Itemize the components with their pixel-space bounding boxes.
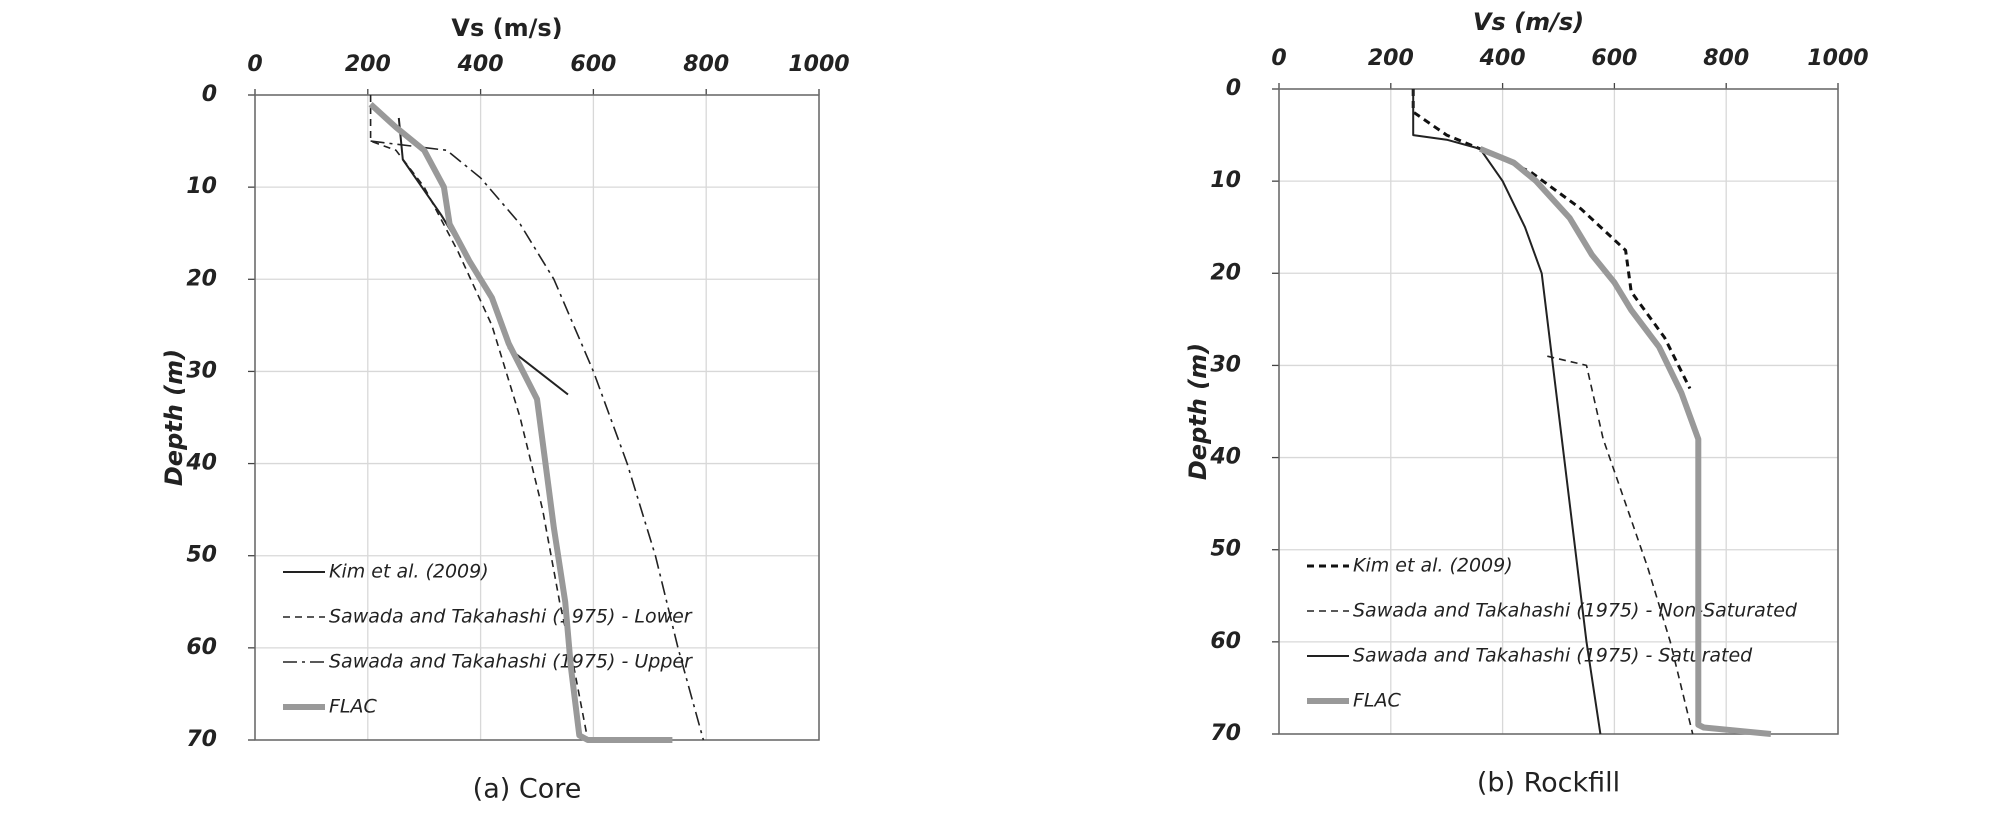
- x-tick-label: 600: [1591, 46, 1637, 71]
- y-tick-label: 20: [1210, 260, 1241, 285]
- legend-label: Sawada and Takahashi (1975) - Saturated: [1353, 645, 1753, 667]
- x-axis-title: Vs (m/s): [451, 14, 562, 42]
- x-tick-label: 1000: [788, 52, 849, 77]
- y-tick-label: 40: [185, 451, 217, 476]
- series-line: [368, 101, 673, 743]
- x-tick-label: 200: [345, 52, 391, 77]
- x-tick-label: 200: [1368, 46, 1414, 71]
- legend-label: FLAC: [329, 696, 378, 718]
- legend-label: Sawada and Takahashi (1975) - Lower: [329, 606, 693, 628]
- legend-label: Kim et al. (2009): [1353, 555, 1513, 577]
- x-tick-label: 0: [247, 52, 262, 77]
- series-line: [370, 140, 705, 741]
- x-tick-label: 0: [1271, 46, 1286, 71]
- y-tick-label: 60: [186, 635, 217, 660]
- y-tick-label: 50: [1210, 537, 1241, 562]
- y-tick-label: 50: [186, 543, 217, 568]
- series-line: [1479, 146, 1772, 737]
- y-tick-label: 40: [1209, 445, 1241, 470]
- legend-label: Kim et al. (2009): [329, 561, 489, 583]
- plot-frame: [1278, 88, 1839, 735]
- series-line: [1411, 89, 1692, 390]
- y-tick-label: 30: [186, 358, 217, 383]
- x-axis-title: Vs (m/s): [1473, 8, 1584, 36]
- series-line: [1547, 355, 1694, 735]
- legend-label: Sawada and Takahashi (1975) - Upper: [329, 651, 693, 673]
- legend-label: FLAC: [1353, 690, 1402, 712]
- y-axis-title: Depth (m): [1184, 343, 1212, 480]
- y-tick-label: 70: [186, 727, 217, 752]
- y-tick-label: 60: [1210, 629, 1241, 654]
- x-tick-label: 400: [1479, 46, 1526, 71]
- series-line: [397, 117, 569, 396]
- y-axis-title: Depth (m): [160, 349, 188, 486]
- y-tick-label: 0: [1226, 76, 1241, 101]
- x-tick-label: 800: [1703, 46, 1749, 71]
- x-tick-label: 1000: [1807, 46, 1868, 71]
- x-tick-label: 400: [457, 52, 504, 77]
- y-tick-label: 70: [1210, 721, 1241, 746]
- caption: (a) Core: [473, 774, 582, 805]
- plot-frame: [254, 94, 820, 741]
- series-line: [369, 95, 589, 741]
- x-tick-label: 600: [570, 52, 616, 77]
- caption: (b) Rockfill: [1477, 768, 1620, 799]
- y-tick-label: 10: [186, 174, 217, 199]
- x-tick-label: 800: [683, 52, 729, 77]
- y-tick-label: 30: [1210, 352, 1241, 377]
- y-tick-label: 0: [202, 82, 217, 107]
- series-line: [1412, 89, 1602, 735]
- y-tick-label: 10: [1210, 168, 1241, 193]
- legend-label: Sawada and Takahashi (1975) - Non-Satura…: [1353, 600, 1798, 622]
- y-tick-label: 20: [186, 266, 217, 291]
